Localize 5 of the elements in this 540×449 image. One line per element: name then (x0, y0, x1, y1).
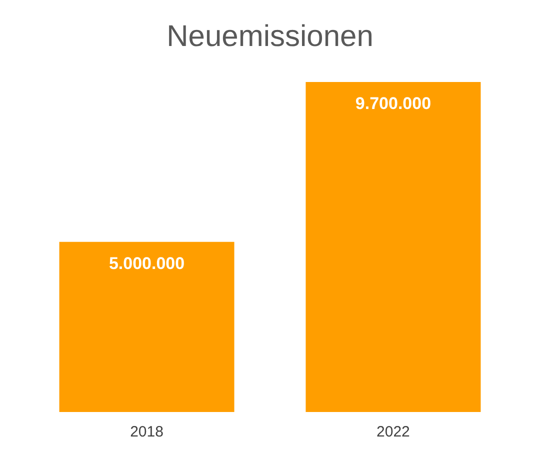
x-tick-label: 2018 (130, 424, 164, 440)
data-label: 9.700.000 (355, 94, 432, 113)
data-label: 5.000.000 (108, 254, 185, 273)
chart-title: Neuemissionen (166, 20, 374, 53)
x-tick-label: 2022 (376, 424, 410, 440)
